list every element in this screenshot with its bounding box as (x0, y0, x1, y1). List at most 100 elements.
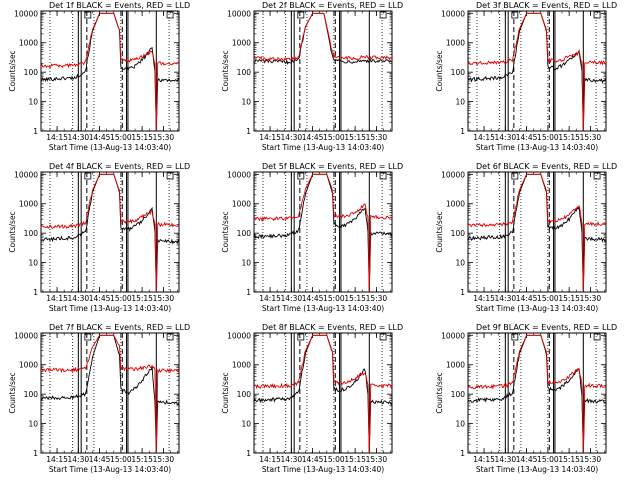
marker-box (511, 11, 519, 19)
y-tick-label: 1 (460, 288, 465, 297)
x-tick-label: 15:30 (366, 294, 388, 303)
x-axis-label: Start Time (13-Aug-13 14:03:40) (476, 304, 598, 313)
x-tick-label: 14:30 (68, 455, 90, 464)
y-axis-label: Counts/sec (8, 372, 17, 413)
panel-det-5: Det 5f BLACK = Events, RED = LLD 1 10 100 10… (221, 162, 403, 313)
x-axis-label: Start Time (13-Aug-13 14:03:40) (262, 304, 384, 313)
x-tick-label: 14:45 (516, 133, 538, 142)
y-tick-label: 100 (237, 390, 252, 399)
series-lld-line (40, 12, 180, 132)
series-events-line (467, 173, 607, 293)
x-tick-label: 15:30 (153, 455, 175, 464)
y-axis-label: Counts/sec (435, 372, 444, 413)
series-events-line (40, 334, 180, 454)
x-tick-label: 14:45 (516, 294, 538, 303)
series-events-line (253, 334, 393, 454)
x-tick-label: 14:15 (259, 455, 281, 464)
panel-title: Det 5f BLACK = Events, RED = LLD (262, 162, 403, 171)
y-tick-label: 100 (24, 229, 39, 238)
marker-box (593, 11, 601, 19)
x-tick-label: 14:15 (46, 294, 68, 303)
panel-det-1: Det 1f BLACK = Events, RED = LLD 1 10 100 10… (8, 1, 190, 152)
panel-det-3: Det 3f BLACK = Events, RED = LLD 1 10 100 10… (435, 1, 617, 152)
y-tick-label: 10000 (14, 331, 38, 340)
y-tick-label: 100 (24, 68, 39, 77)
x-axis-label: Start Time (13-Aug-13 14:03:40) (49, 465, 171, 474)
y-tick-label: 1 (33, 449, 38, 458)
y-tick-label: 1 (33, 127, 38, 136)
y-tick-label: 100 (24, 390, 39, 399)
marker-box (297, 172, 305, 180)
x-tick-label: 15:15 (558, 133, 580, 142)
panel-title: Det 7f BLACK = Events, RED = LLD (49, 323, 190, 332)
x-tick-label: 14:45 (302, 294, 324, 303)
marker-box (166, 333, 174, 341)
x-tick-label: 15:00 (110, 455, 132, 464)
x-tick-label: 15:00 (110, 294, 132, 303)
series-lld-line (253, 12, 393, 62)
series-events-line (467, 12, 607, 132)
plot-frame (253, 332, 393, 454)
y-tick-label: 1000 (19, 200, 38, 209)
x-tick-label: 15:15 (344, 294, 366, 303)
y-tick-label: 10000 (227, 9, 251, 18)
panel-title: Det 8f BLACK = Events, RED = LLD (262, 323, 403, 332)
x-tick-label: 14:45 (302, 455, 324, 464)
x-tick-label: 15:30 (153, 294, 175, 303)
y-tick-label: 100 (237, 68, 252, 77)
y-tick-label: 10000 (14, 170, 38, 179)
y-tick-label: 10000 (227, 331, 251, 340)
x-tick-label: 14:15 (46, 133, 68, 142)
panel-title: Det 2f BLACK = Events, RED = LLD (262, 1, 403, 10)
y-tick-label: 10 (241, 420, 251, 429)
x-tick-label: 15:30 (366, 455, 388, 464)
x-tick-label: 15:00 (110, 133, 132, 142)
x-tick-label: 15:00 (537, 294, 559, 303)
x-tick-label: 15:30 (366, 133, 388, 142)
x-tick-label: 14:30 (495, 294, 517, 303)
y-tick-label: 10 (28, 98, 38, 107)
y-tick-label: 10000 (227, 170, 251, 179)
panel-title: Det 1f BLACK = Events, RED = LLD (49, 1, 190, 10)
marker-box (297, 333, 305, 341)
y-axis-label: Counts/sec (8, 50, 17, 91)
plot-frame (253, 10, 393, 132)
panel-det-2: Det 2f BLACK = Events, RED = LLD 1 10 100 10… (221, 1, 403, 152)
x-axis-label: Start Time (13-Aug-13 14:03:40) (262, 143, 384, 152)
series-lld-line (40, 173, 180, 293)
x-tick-label: 15:30 (580, 133, 602, 142)
x-tick-label: 15:15 (131, 294, 153, 303)
x-tick-label: 14:15 (473, 455, 495, 464)
y-tick-label: 10 (455, 98, 465, 107)
x-tick-label: 14:45 (516, 455, 538, 464)
marker-box (593, 333, 601, 341)
x-axis-label: Start Time (13-Aug-13 14:03:40) (262, 465, 384, 474)
y-tick-label: 1 (33, 288, 38, 297)
x-tick-label: 15:00 (323, 294, 345, 303)
plot-frame (467, 10, 607, 132)
marker-box (593, 172, 601, 180)
plot-frame (467, 332, 607, 454)
panel-title: Det 6f BLACK = Events, RED = LLD (476, 162, 617, 171)
x-tick-label: 14:45 (89, 455, 111, 464)
marker-box (379, 333, 387, 341)
y-tick-label: 1000 (232, 39, 251, 48)
x-tick-label: 15:15 (131, 133, 153, 142)
panel-det-7: Det 7f BLACK = Events, RED = LLD 1 10 100 10… (8, 323, 190, 474)
panel-det-8: Det 8f BLACK = Events, RED = LLD 1 10 100 10… (221, 323, 403, 474)
x-tick-label: 14:45 (302, 133, 324, 142)
x-tick-label: 14:30 (281, 133, 303, 142)
x-tick-label: 15:15 (131, 455, 153, 464)
series-events-line (40, 173, 180, 293)
x-tick-label: 15:30 (153, 133, 175, 142)
x-tick-label: 14:30 (68, 294, 90, 303)
x-tick-label: 15:00 (323, 133, 345, 142)
x-tick-label: 14:45 (89, 133, 111, 142)
y-tick-label: 1000 (446, 200, 465, 209)
x-tick-label: 14:15 (473, 294, 495, 303)
x-tick-label: 14:15 (473, 133, 495, 142)
series-events-line (40, 12, 180, 132)
x-axis-label: Start Time (13-Aug-13 14:03:40) (49, 304, 171, 313)
x-tick-label: 14:30 (495, 133, 517, 142)
